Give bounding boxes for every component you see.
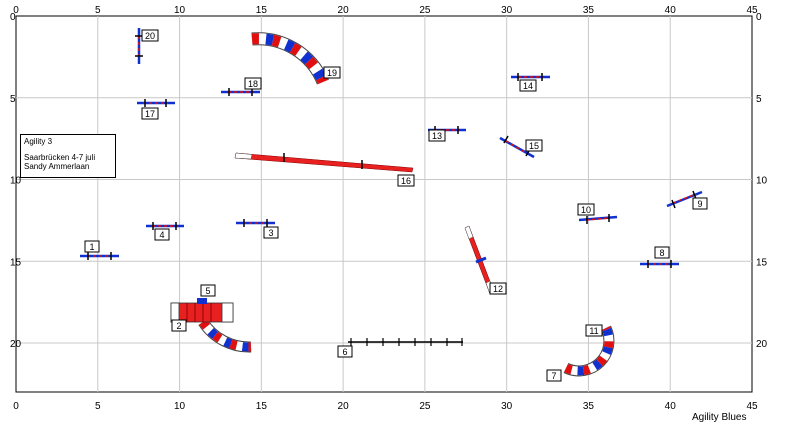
tick-label-x-top: 0 [13,5,19,16]
label-15: 15 [525,139,543,152]
label-7: 7 [546,369,562,382]
tick-label-y-left: 10 [10,176,22,187]
tick-label-x-bottom: 45 [746,401,758,412]
tick-label-x-bottom: 30 [501,401,513,412]
obstacle-3 [236,219,275,227]
tick-label-y-right: 15 [756,257,768,268]
obstacle-17 [137,99,175,107]
label-16: 16 [397,174,415,187]
course-info-box: Agility 3 Saarbrücken 4-7 juli Sandy Amm… [20,134,116,178]
tick-label-y-left: 0 [10,12,16,23]
tick-label-x-bottom: 25 [419,401,431,412]
tick-label-x-top: 5 [95,5,101,16]
svg-text:11: 11 [589,326,598,336]
tick-label-x-top: 30 [501,5,513,16]
tick-label-x-bottom: 20 [338,401,350,412]
tick-label-x-top: 25 [419,5,431,16]
obstacle-15 [499,135,535,159]
svg-text:16: 16 [401,176,411,186]
tick-label-x-top: 10 [174,5,186,16]
obstacle-8 [640,260,679,268]
obstacle-14 [511,73,550,81]
tick-label-x-bottom: 15 [256,401,268,412]
tick-label-x-bottom: 40 [665,401,677,412]
obstacle-4 [146,222,184,230]
svg-text:18: 18 [248,79,258,89]
grid [16,16,752,392]
obstacle-10 [578,214,618,224]
obstacle-18 [221,88,260,96]
tick-label-x-bottom: 35 [583,401,595,412]
obstacle-19-tunnel [251,32,330,85]
plot-border [15,15,753,393]
svg-text:4: 4 [159,230,164,240]
svg-text:6: 6 [342,347,347,357]
brand-label: Agility Blues [692,412,747,423]
course-title: Agility 3 [24,137,53,146]
svg-text:13: 13 [432,131,442,141]
label-4: 4 [154,228,170,241]
obstacle-16-aframe [234,152,414,173]
tick-label-x-top: 45 [746,5,758,16]
label-19: 19 [323,66,341,79]
tick-label-y-left: 20 [10,339,22,350]
label-10: 10 [577,203,595,216]
svg-text:5: 5 [205,286,210,296]
course-judge: Sandy Ammerlaan [24,162,90,171]
svg-text:9: 9 [697,199,702,209]
tick-label-x-top: 40 [665,5,677,16]
tick-label-x-bottom: 5 [95,401,101,412]
svg-text:8: 8 [659,248,664,258]
course-location: Saarbrücken 4-7 juli [24,153,96,162]
label-20: 20 [141,29,159,42]
svg-text:20: 20 [145,31,155,41]
svg-text:10: 10 [581,205,591,215]
label-11: 11 [585,324,603,337]
label-17: 17 [141,107,159,120]
label-9: 9 [692,197,708,210]
label-14: 14 [519,79,537,92]
label-18: 18 [244,77,262,90]
label-12: 12 [489,282,507,295]
obstacle-1 [80,252,119,260]
svg-text:2: 2 [176,321,181,331]
obstacle-labels: 20 17 18 19 14 13 15 16 10 9 8 4 3 1 12 … [84,29,708,382]
obstacle-2-tunnel [170,298,252,353]
label-8: 8 [654,246,670,259]
svg-text:19: 19 [327,68,337,78]
svg-text:14: 14 [523,81,533,91]
label-5: 5 [200,284,216,297]
tick-label-y-left: 5 [10,94,16,105]
tick-label-x-top: 15 [256,5,268,16]
tick-label-y-left: 15 [10,257,22,268]
tick-label-x-bottom: 10 [174,401,186,412]
label-6: 6 [337,345,353,358]
tick-label-y-right: 5 [756,94,762,105]
svg-text:17: 17 [145,109,155,119]
svg-text:12: 12 [493,284,503,294]
tick-label-y-right: 0 [756,12,762,23]
tick-label-x-top: 35 [583,5,595,16]
label-13: 13 [428,129,446,142]
svg-text:3: 3 [268,228,273,238]
tick-label-x-bottom: 0 [13,401,19,412]
label-3: 3 [263,226,279,239]
tick-label-x-top: 20 [338,5,350,16]
obstacle-6-dogwalk [348,338,463,346]
tick-label-y-right: 10 [756,176,768,187]
label-2: 2 [171,319,187,332]
svg-text:1: 1 [89,242,94,252]
label-1: 1 [84,240,100,253]
svg-text:7: 7 [551,371,556,381]
obstacle-7-tunnel [563,325,615,377]
svg-text:15: 15 [529,141,539,151]
tick-label-y-right: 20 [756,339,768,350]
